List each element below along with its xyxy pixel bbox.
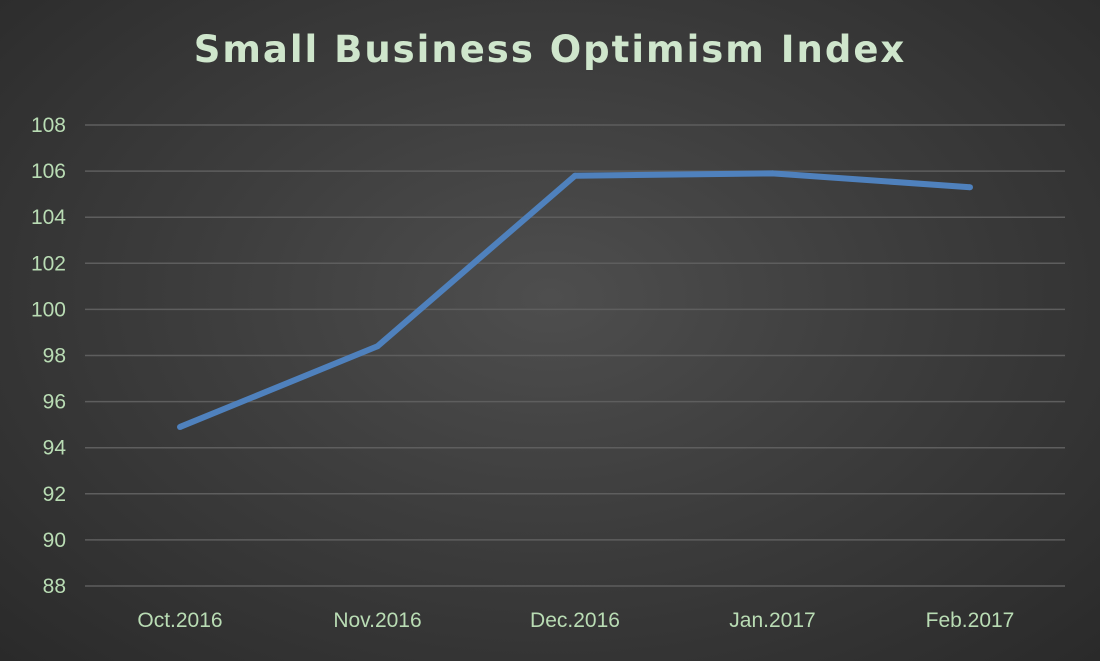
- y-tick-label-96: 96: [43, 391, 66, 414]
- data-point-1: [177, 423, 183, 430]
- y-tick-label-104: 104: [31, 206, 66, 229]
- y-tick-label-108: 108: [31, 114, 66, 137]
- x-tick-label-4: Jan.2017: [729, 609, 815, 632]
- chart-title: Small Business Optimism Index: [193, 28, 907, 71]
- data-point-3: [572, 172, 578, 179]
- y-tick-label-94: 94: [43, 437, 67, 460]
- y-tick-label-92: 92: [43, 483, 66, 506]
- y-tick-label-102: 102: [31, 252, 66, 275]
- x-tick-label-3: Dec.2016: [530, 609, 620, 632]
- data-point-5: [967, 184, 973, 191]
- x-tick-label-2: Nov.2016: [333, 609, 421, 632]
- data-point-2: [374, 343, 381, 350]
- y-tick-label-100: 100: [31, 298, 66, 321]
- data-point-4: [769, 170, 776, 177]
- x-tick-label-1: Oct.2016: [137, 609, 222, 632]
- y-tick-label-106: 106: [31, 160, 66, 183]
- y-tick-label-98: 98: [43, 345, 66, 368]
- x-tick-label-5: Feb.2017: [926, 609, 1015, 632]
- series-line-1: [178, 170, 971, 430]
- y-tick-label-88: 88: [43, 575, 66, 598]
- y-tick-label-90: 90: [43, 529, 66, 552]
